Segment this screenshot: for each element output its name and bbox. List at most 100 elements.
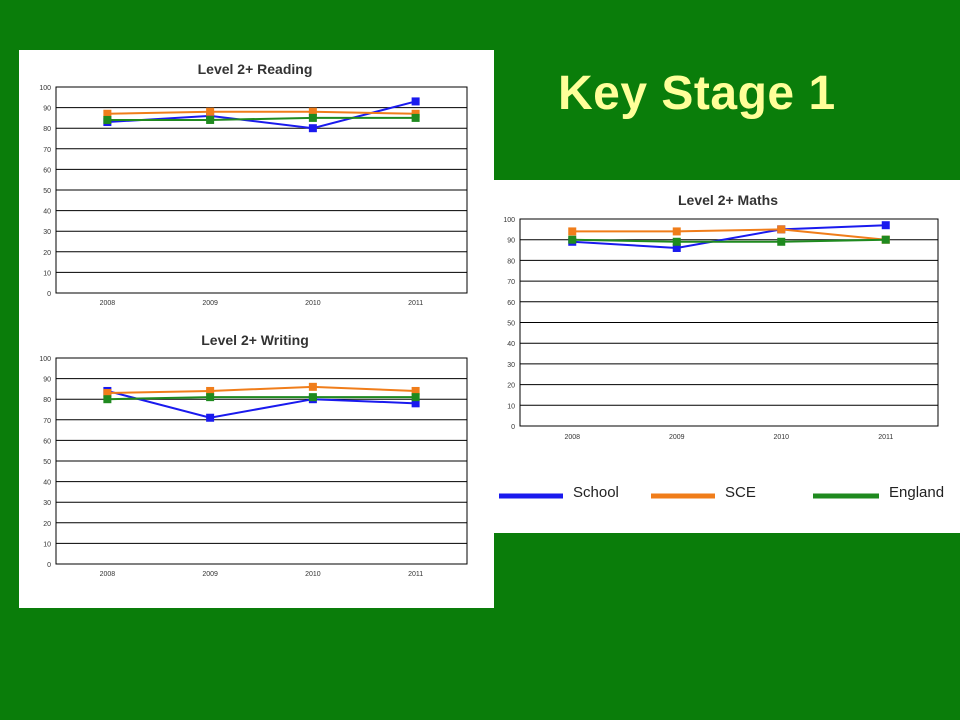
plot-area — [55, 86, 468, 294]
left-chart-panel: Level 2+ Reading 0 10 20 30 40 50 60 70 80 90 100 20… — [19, 50, 494, 608]
data-point-england — [103, 395, 112, 404]
legend-item-school: School — [499, 484, 619, 501]
y-tick-label: 30 — [43, 500, 51, 507]
data-point-england — [411, 393, 420, 402]
data-point-england — [568, 235, 577, 244]
y-tick-label: 10 — [507, 403, 515, 410]
y-tick-label: 100 — [39, 85, 51, 92]
y-tick-label: 50 — [507, 321, 515, 328]
data-point-sce — [411, 109, 420, 118]
data-point-sce — [672, 227, 681, 236]
y-tick-label: 30 — [43, 229, 51, 236]
y-tick-label: 90 — [43, 106, 51, 113]
legend-label: England — [889, 484, 944, 501]
data-point-england — [881, 235, 890, 244]
chart-legend: School SCE England — [499, 484, 944, 501]
x-tick-label: 2011 — [408, 300, 423, 307]
y-tick-label: 90 — [507, 238, 515, 245]
data-point-school — [206, 111, 215, 120]
series-line-school — [107, 389, 416, 419]
y-tick-label: 0 — [47, 291, 51, 298]
series-line-sce — [107, 385, 416, 395]
y-tick-label: 50 — [43, 188, 51, 195]
data-point-sce — [206, 107, 215, 116]
series-line-sce — [107, 110, 416, 115]
data-point-sce — [308, 382, 317, 391]
legend-item-england: England — [813, 484, 944, 501]
y-tick-label: 20 — [507, 383, 515, 390]
x-tick-label: 2011 — [408, 571, 423, 578]
y-tick-label: 20 — [43, 521, 51, 528]
x-tick-label: 2008 — [100, 300, 116, 307]
y-tick-label: 70 — [43, 418, 51, 425]
x-tick-label: 2009 — [669, 434, 685, 441]
y-tick-label: 70 — [43, 147, 51, 154]
y-tick-label: 100 — [503, 217, 515, 224]
data-point-england — [777, 237, 786, 246]
y-tick-label: 80 — [43, 126, 51, 133]
data-point-school — [206, 413, 215, 422]
plot-area — [519, 218, 939, 427]
data-point-sce — [777, 225, 786, 234]
y-tick-label: 60 — [507, 300, 515, 307]
y-tick-label: 10 — [43, 270, 51, 277]
y-tick-label: 40 — [43, 480, 51, 487]
slide-title: Key Stage 1 — [558, 67, 836, 120]
chart-title: Level 2+ Writing — [201, 332, 309, 348]
y-tick-label: 0 — [47, 562, 51, 569]
data-point-sce — [568, 227, 577, 236]
series-line-england — [107, 396, 416, 401]
y-tick-label: 90 — [43, 377, 51, 384]
data-point-sce — [206, 386, 215, 395]
chart-title: Level 2+ Reading — [198, 61, 313, 77]
y-tick-label: 60 — [43, 438, 51, 445]
x-tick-label: 2009 — [202, 571, 218, 578]
series-line-england — [572, 238, 886, 243]
series-line-school — [107, 100, 416, 130]
data-point-sce — [103, 109, 112, 118]
series-line-england — [107, 116, 416, 121]
y-tick-label: 60 — [43, 167, 51, 174]
x-tick-label: 2011 — [878, 434, 893, 441]
right-chart-panel: Level 2+ Maths 0 10 20 30 40 50 60 70 80 90 100 2008… — [493, 180, 960, 533]
data-point-school — [881, 221, 890, 230]
y-tick-label: 40 — [43, 209, 51, 216]
chart-title: Level 2+ Maths — [678, 192, 778, 208]
y-tick-label: 0 — [511, 424, 515, 431]
x-tick-label: 2010 — [305, 300, 321, 307]
y-tick-label: 100 — [39, 356, 51, 363]
legend-label: School — [573, 484, 619, 501]
legend-label: SCE — [725, 484, 756, 501]
y-tick-label: 40 — [507, 341, 515, 348]
data-point-england — [206, 115, 215, 124]
y-tick-label: 10 — [43, 541, 51, 548]
x-tick-label: 2009 — [202, 300, 218, 307]
data-point-school — [411, 97, 420, 106]
y-tick-label: 80 — [43, 397, 51, 404]
y-tick-label: 80 — [507, 258, 515, 265]
reading-chart: Level 2+ Reading 0 10 20 30 40 50 60 70 80 90 100 20… — [39, 61, 468, 307]
y-tick-label: 50 — [43, 459, 51, 466]
data-point-england — [308, 393, 317, 402]
y-tick-label: 30 — [507, 362, 515, 369]
data-point-school — [411, 399, 420, 408]
legend-item-sce: SCE — [651, 484, 756, 501]
x-tick-label: 2008 — [564, 434, 580, 441]
data-point-school — [308, 124, 317, 133]
y-tick-label: 70 — [507, 279, 515, 286]
data-point-england — [103, 115, 112, 124]
x-tick-label: 2010 — [305, 571, 321, 578]
series-line-school — [572, 224, 886, 249]
plot-area — [55, 357, 468, 565]
data-point-school — [672, 243, 681, 252]
data-point-england — [308, 113, 317, 122]
data-point-england — [206, 393, 215, 402]
writing-chart: Level 2+ Writing 0 10 20 30 40 50 60 70 80 90 100 20… — [39, 332, 468, 578]
data-point-england — [672, 237, 681, 246]
data-point-england — [411, 113, 420, 122]
y-tick-label: 20 — [43, 250, 51, 257]
data-point-sce — [411, 386, 420, 395]
x-tick-label: 2008 — [100, 571, 116, 578]
maths-chart: Level 2+ Maths 0 10 20 30 40 50 60 70 80 90 100 2008… — [503, 192, 939, 441]
series-line-sce — [572, 228, 886, 241]
